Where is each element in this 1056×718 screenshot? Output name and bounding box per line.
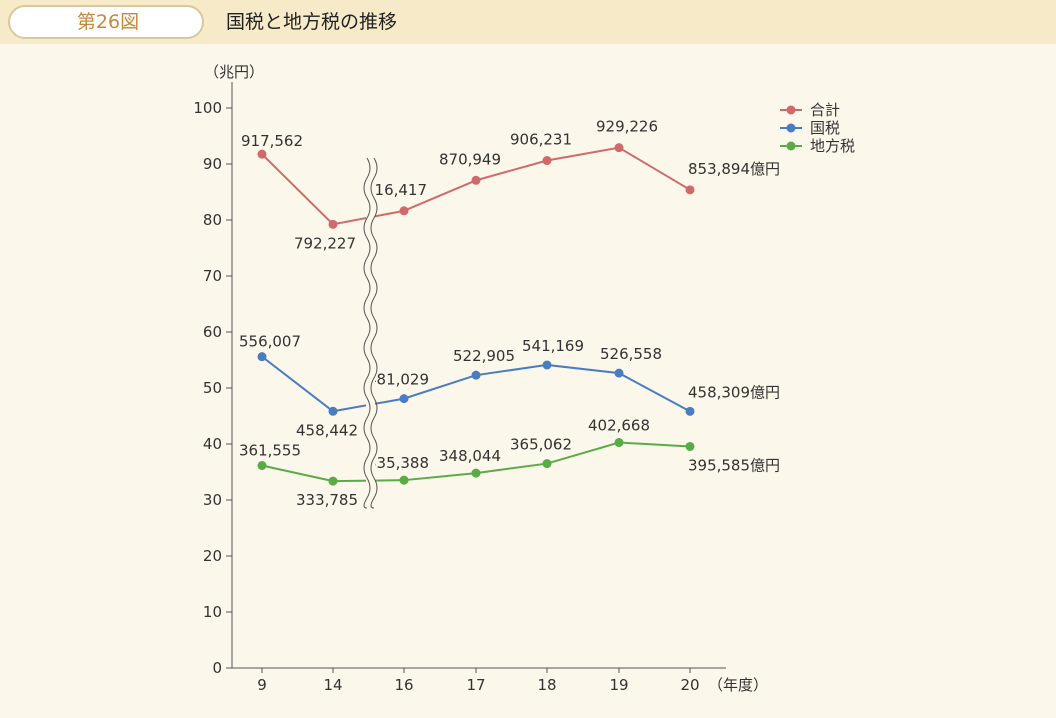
x-tick-label: 17	[466, 676, 485, 694]
series-layer: 917,562 792,227 816,417 870,949 906,231 929,2…	[239, 118, 780, 509]
x-tick-label: 19	[609, 676, 628, 694]
data-point	[685, 185, 695, 195]
axis-break-fill	[366, 158, 375, 508]
data-label: 526,558	[600, 345, 662, 363]
x-tick-label: 18	[537, 676, 556, 694]
data-point	[257, 352, 267, 362]
y-tick-label: 0	[212, 659, 222, 677]
x-tick-label: 16	[394, 676, 413, 694]
data-label: 917,562	[241, 132, 303, 150]
data-label: 792,227	[294, 234, 356, 252]
legend-label: 合計	[810, 101, 840, 119]
data-point	[542, 459, 552, 469]
legend-label: 国税	[810, 119, 840, 137]
y-tick-label: 10	[203, 603, 222, 621]
x-unit-label: （年度）	[708, 676, 768, 694]
data-label: 458,309億円	[688, 383, 780, 401]
data-label: 395,585億円	[688, 456, 780, 474]
data-point	[328, 406, 338, 416]
data-point	[685, 406, 695, 416]
legend-swatch-point	[786, 123, 796, 133]
data-point	[471, 468, 481, 478]
y-tick-label: 50	[203, 379, 222, 397]
data-point	[614, 368, 624, 378]
data-label: 402,668	[588, 417, 650, 435]
data-label: 906,231	[510, 131, 572, 149]
chart-title: 国税と地方税の推移	[226, 11, 398, 33]
y-tick-label: 20	[203, 547, 222, 565]
data-label: 333,785	[296, 491, 358, 509]
data-point	[399, 394, 409, 404]
y-tick-label: 70	[203, 267, 222, 285]
x-tick-label: 9	[257, 676, 267, 694]
data-point	[399, 206, 409, 216]
data-point	[614, 143, 624, 153]
data-point	[399, 475, 409, 485]
data-point	[542, 360, 552, 370]
data-point	[328, 476, 338, 486]
data-label: 361,555	[239, 442, 301, 460]
data-label: 556,007	[239, 333, 301, 351]
data-label: 365,062	[510, 436, 572, 454]
legend-swatch-point	[786, 141, 796, 151]
legend-swatch-point	[786, 105, 796, 115]
y-tick-label: 60	[203, 323, 222, 341]
figure-number: 第26図	[76, 11, 140, 33]
data-point	[471, 175, 481, 185]
y-tick-label: 80	[203, 211, 222, 229]
line-chart: （兆円） （年度） 0 10 20 30 40 50 60 70 80 90 100 9 14 16 17 1…	[193, 63, 855, 694]
x-tick-label: 20	[680, 676, 699, 694]
data-label: 348,044	[439, 447, 501, 465]
y-tick-label: 30	[203, 491, 222, 509]
figure-label-pill: 第26図	[8, 5, 204, 39]
legend-label: 地方税	[810, 137, 855, 155]
figure-header: 第26図 国税と地方税の推移	[0, 0, 1056, 44]
x-tick-label: 14	[323, 676, 342, 694]
data-label: 522,905	[453, 347, 515, 365]
data-label: 481,029	[367, 371, 429, 389]
data-point	[542, 156, 552, 166]
data-label: 816,417	[365, 181, 427, 199]
data-label: 870,949	[439, 150, 501, 168]
data-label: 335,388	[367, 454, 429, 472]
axes: 0 10 20 30 40 50 60 70 80 90 100 9 14 16 17 18 19 20	[193, 82, 726, 694]
axis-break-line-right	[370, 157, 378, 509]
data-point	[257, 149, 267, 159]
data-point	[471, 370, 481, 380]
data-label: 458,442	[296, 421, 358, 439]
data-point	[685, 441, 695, 451]
axis-break-line-left	[363, 157, 371, 509]
data-label: 853,894億円	[688, 160, 780, 178]
data-point	[614, 438, 624, 448]
y-tick-label: 100	[193, 99, 222, 117]
data-point	[328, 219, 338, 229]
data-label: 929,226	[596, 118, 658, 136]
y-tick-label: 90	[203, 155, 222, 173]
data-label: 541,169	[522, 337, 584, 355]
y-tick-label: 40	[203, 435, 222, 453]
y-unit-label: （兆円）	[204, 63, 264, 81]
data-point	[257, 461, 267, 471]
